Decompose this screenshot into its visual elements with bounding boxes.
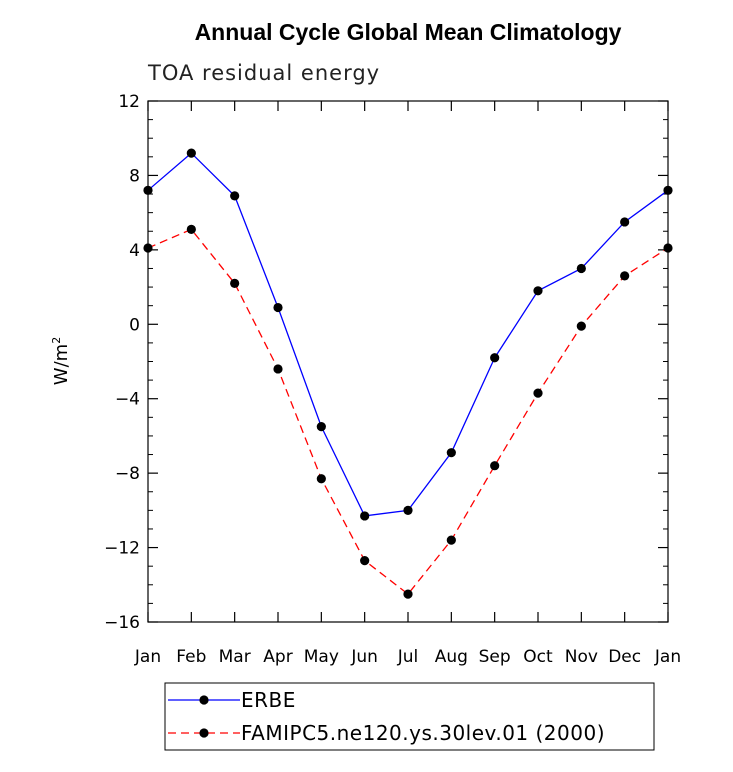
x-tick-label: Nov [565,647,598,667]
y-axis-ticks: 12 8 4 0 −4 −8 −12 −16 [104,92,668,633]
x-tick-label: Jun [350,647,378,667]
legend-label-1: ERBE [241,688,296,712]
x-tick-label: Feb [176,647,206,667]
series-1-point [360,511,370,521]
legend-box [164,682,655,751]
series-2-point [143,243,153,253]
legend-label-2: FAMIPC5.ne120.ys.30lev.01 (2000) [241,721,605,745]
y-tick-label: −8 [115,464,140,484]
x-tick-label: Mar [219,647,251,667]
x-tick-label: May [304,647,339,667]
series-2-point [446,535,456,545]
series-1-point [576,263,586,274]
series-2-point [490,461,500,471]
y-tick-label: −16 [104,613,140,633]
series-1-point [490,353,500,363]
series-2-point [230,278,240,288]
legend-marker-1 [199,695,209,705]
chart-subtitle: TOA residual energy [147,61,380,85]
x-tick-label: Jul [397,647,419,667]
y-axis-label-superscript: 2 [50,337,63,344]
x-tick-label: Apr [263,647,292,667]
x-tick-label: Jan [654,647,681,667]
legend: ERBE FAMIPC5.ne120.ys.30lev.01 (2000) [168,688,605,745]
series-2-point [273,364,283,374]
series-1-point [446,448,456,458]
series-2-point [620,271,630,281]
y-tick-label: −4 [115,390,140,410]
y-tick-label: −12 [104,539,140,559]
y-axis-label: W/m2 [50,337,72,385]
series-2-point [186,224,196,234]
series-2-point [576,321,586,331]
y-tick-label: 4 [129,241,140,261]
series-line-2 [147,228,669,595]
series-2-point [403,589,413,599]
series-2-point [533,388,543,398]
x-axis-ticks: Jan Feb Mar Apr May Jun Jul Aug Sep Oct Nov Dec Jan [134,101,681,667]
series-2-point [360,555,370,566]
x-tick-label: Sep [479,647,511,667]
legend-marker-2 [199,728,209,738]
y-tick-label: 0 [129,315,140,335]
series-1-point [403,505,413,515]
x-tick-label: Dec [608,647,641,667]
y-axis-label-text: W/m [51,344,72,385]
chart-title: Annual Cycle Global Mean Climatology [195,19,622,45]
series-1-point [186,148,196,158]
series-1-point [663,185,673,195]
x-tick-label: Oct [523,647,553,667]
y-tick-label: 8 [129,166,140,186]
series-2-point [663,243,673,253]
series-line-1 [147,152,669,517]
series-1-point [533,286,543,296]
series-1-point [273,302,283,313]
plot-frame [147,100,669,623]
x-tick-label: Aug [435,647,468,667]
series-2-point [316,474,326,484]
x-tick-label: Jan [134,647,161,667]
series-1-point [316,422,326,432]
series-layer [143,148,673,599]
y-tick-label: 12 [118,92,140,112]
series-1-point [143,185,153,195]
svg-text:W/m2: W/m2 [50,337,72,385]
series-1-point [230,191,240,201]
series-1-point [620,217,630,227]
